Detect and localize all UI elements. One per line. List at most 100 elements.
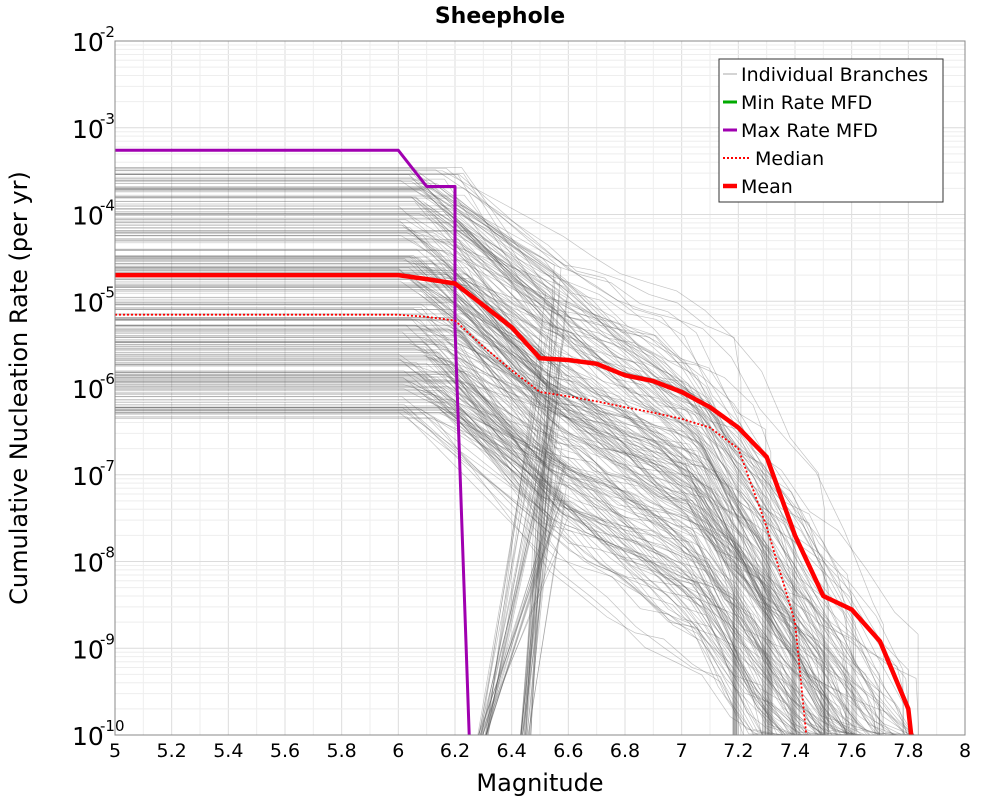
branch-line [115, 174, 543, 736]
branch-line [115, 258, 829, 735]
branch-line [115, 404, 550, 736]
branch-line [115, 365, 734, 735]
branch-line [115, 412, 554, 736]
y-tick-label: 10 [72, 549, 104, 578]
individual-branches [115, 167, 920, 736]
branch-line [115, 190, 909, 735]
branch-line [115, 212, 772, 735]
y-tick-label: 10 [72, 462, 104, 491]
x-tick-label: 6.6 [553, 740, 583, 762]
branch-line [115, 188, 555, 736]
branch-line [115, 218, 908, 736]
branch-line [115, 394, 795, 736]
branch-line [115, 285, 914, 736]
legend: Individual Branches Min Rate MFD Max Rat… [718, 58, 944, 203]
branch-line [115, 268, 766, 735]
branch-line [115, 309, 560, 736]
branch-line [115, 308, 908, 736]
branch-line [115, 358, 562, 736]
y-tick-label: 10 [72, 722, 104, 751]
branch-line [115, 388, 553, 736]
branch-line [115, 407, 794, 736]
chart-title: Sheephole [435, 4, 565, 29]
branch-line [115, 341, 567, 736]
branch-line [115, 353, 773, 735]
branch-line [115, 173, 794, 735]
branch-line [115, 222, 770, 735]
branch-line [115, 196, 913, 736]
branch-line [115, 302, 772, 735]
branch-line [115, 417, 823, 736]
branch-line [115, 249, 848, 736]
branch-line [115, 217, 556, 736]
x-axis-label: Magnitude [476, 769, 603, 797]
branch-line [115, 255, 825, 735]
branch-line [115, 261, 916, 736]
branch-line [115, 360, 853, 736]
branch-line [115, 196, 911, 735]
branch-line [115, 304, 914, 736]
branch-line [115, 188, 850, 735]
branch-line [115, 269, 560, 736]
branch-line [115, 250, 829, 735]
branch-line [115, 387, 851, 736]
branch-line [115, 279, 883, 735]
branch-line [115, 378, 565, 736]
branch-line [115, 213, 769, 735]
branch-line [115, 211, 559, 736]
y-tick-labels: 10-210-310-410-510-610-710-810-910-10 [72, 23, 125, 751]
branch-line [115, 279, 915, 736]
branch-line [115, 378, 824, 736]
branch-line [115, 320, 562, 736]
branch-line [115, 399, 557, 736]
y-tick-exponent: -3 [100, 110, 115, 128]
branch-line [115, 289, 878, 736]
branch-line [115, 286, 879, 736]
branch-line [115, 240, 879, 736]
branch-line [115, 289, 546, 736]
legend-box [718, 58, 944, 203]
branch-line [115, 358, 564, 736]
branch-line [115, 381, 560, 736]
branch-line [115, 230, 766, 735]
branch-line [115, 240, 801, 735]
branch-line [115, 259, 552, 736]
x-tick-label: 5.6 [270, 740, 300, 762]
y-axis-label: Cumulative Nucleation Rate (per yr) [5, 171, 33, 605]
branch-line [115, 303, 827, 735]
branch-line [115, 338, 847, 736]
series-lines [115, 148, 914, 736]
branch-line [115, 382, 849, 736]
branch-line [115, 324, 567, 736]
branch-line [115, 363, 770, 735]
branch-line [115, 326, 736, 735]
branch-line [115, 291, 913, 736]
branch-line [115, 317, 855, 735]
branch-line [115, 331, 545, 736]
branch-line [115, 390, 551, 736]
branch-line [115, 189, 547, 736]
branch-line [115, 191, 738, 735]
branch-line [115, 350, 883, 736]
branch-line [115, 255, 847, 735]
branch-line [115, 227, 854, 735]
branch-line [115, 407, 798, 736]
series-line-max-rate-mfd [115, 148, 471, 736]
branch-line [115, 227, 829, 735]
branch-line [115, 317, 852, 736]
branch-line [115, 232, 549, 736]
branch-line [115, 337, 744, 735]
branch-line [115, 289, 828, 735]
branch-line [115, 318, 882, 736]
branch-line [115, 377, 850, 736]
branch-line [115, 342, 555, 736]
branch-line [115, 363, 798, 736]
x-tick-label: 6 [392, 740, 404, 762]
branch-line [115, 410, 549, 736]
branch-line [115, 167, 793, 735]
legend-label-min-rate: Min Rate MFD [741, 92, 872, 114]
branch-line [115, 178, 771, 735]
branch-line [115, 249, 920, 736]
branch-line [115, 328, 820, 735]
